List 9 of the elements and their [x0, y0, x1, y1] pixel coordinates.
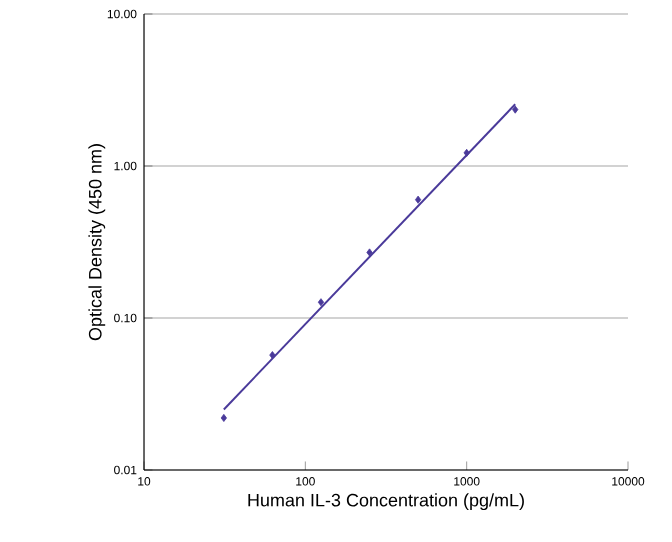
point	[463, 148, 470, 157]
point	[317, 298, 325, 307]
point	[269, 351, 276, 360]
y-axis-title: Optical Density (450 nm)	[88, 144, 106, 341]
point	[366, 248, 373, 257]
point	[220, 413, 227, 422]
point	[415, 195, 422, 204]
point	[512, 105, 519, 114]
x-axis-title: Human IL-3 Concentration (pg/mL)	[248, 493, 524, 511]
